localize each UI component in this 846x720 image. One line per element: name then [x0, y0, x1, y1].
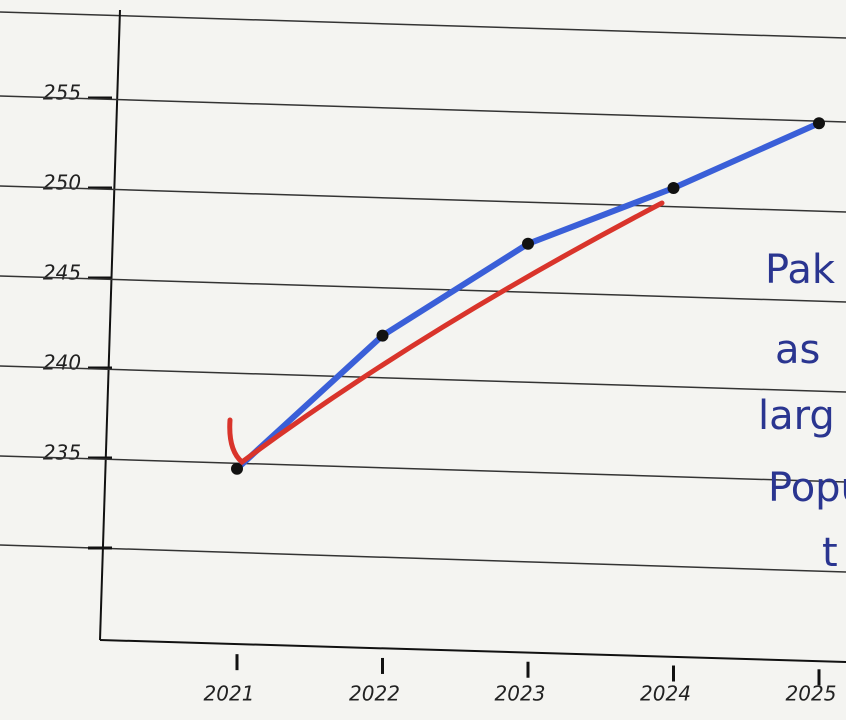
y-axis: [99, 9, 121, 641]
annotation: Pak: [765, 247, 836, 293]
grid-line: [0, 185, 846, 213]
paper-line: [0, 11, 846, 39]
grid-line: [0, 365, 846, 393]
x-tick-label: 2025: [786, 682, 837, 706]
x-tick-label: 2023: [495, 682, 546, 706]
grid-line: [0, 95, 846, 123]
annotation: as: [775, 327, 820, 373]
paper-line: [0, 544, 846, 573]
x-axis: [99, 639, 846, 663]
annotation: t: [822, 530, 838, 576]
annotation: Popu: [768, 465, 846, 511]
y-tick-label: 240: [43, 351, 81, 375]
plot: 235 240 245 250 255 2021 2022 2023 2024 2025: [0, 81, 846, 706]
y-tick-label: 250: [43, 171, 81, 195]
trend-stroke: [227, 200, 665, 466]
y-tick-label: 235: [43, 441, 81, 465]
annotation: larg: [758, 393, 835, 439]
x-tick-label: 2024: [640, 682, 691, 706]
point: [376, 329, 389, 342]
x-tick-label: 2022: [349, 682, 400, 706]
x-tick-label: 2021: [204, 682, 255, 706]
point: [667, 182, 680, 194]
point: [522, 237, 534, 250]
point: [231, 462, 243, 475]
grid-line: [0, 275, 846, 303]
grid-line: [0, 455, 846, 483]
y-tick-label: 255: [43, 81, 81, 105]
y-tick-label: 245: [43, 261, 81, 285]
point: [813, 117, 825, 130]
